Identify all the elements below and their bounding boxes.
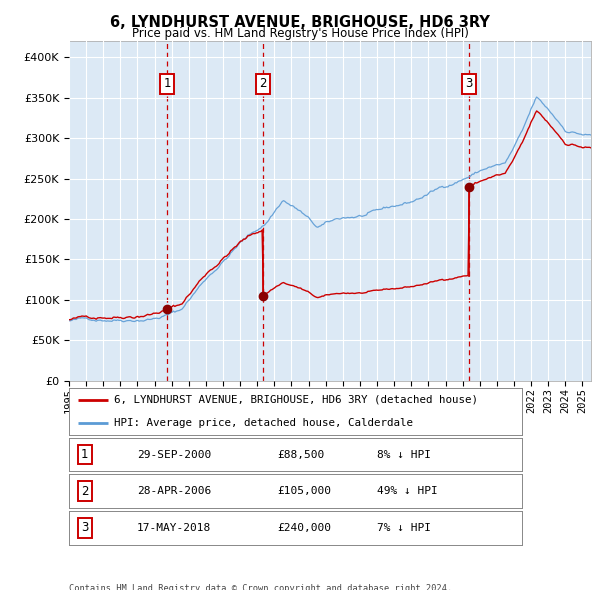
Text: 2: 2 <box>259 77 266 90</box>
Text: 1: 1 <box>164 77 171 90</box>
Text: 3: 3 <box>466 77 473 90</box>
Text: HPI: Average price, detached house, Calderdale: HPI: Average price, detached house, Cald… <box>115 418 413 428</box>
Text: 8% ↓ HPI: 8% ↓ HPI <box>377 450 431 460</box>
Text: 7% ↓ HPI: 7% ↓ HPI <box>377 523 431 533</box>
Text: 17-MAY-2018: 17-MAY-2018 <box>137 523 211 533</box>
Text: 6, LYNDHURST AVENUE, BRIGHOUSE, HD6 3RY (detached house): 6, LYNDHURST AVENUE, BRIGHOUSE, HD6 3RY … <box>115 395 478 405</box>
Text: 6, LYNDHURST AVENUE, BRIGHOUSE, HD6 3RY: 6, LYNDHURST AVENUE, BRIGHOUSE, HD6 3RY <box>110 15 490 30</box>
Text: 29-SEP-2000: 29-SEP-2000 <box>137 450 211 460</box>
Text: £88,500: £88,500 <box>277 450 325 460</box>
Text: 1: 1 <box>81 448 89 461</box>
Text: 28-APR-2006: 28-APR-2006 <box>137 486 211 496</box>
Text: 2: 2 <box>81 484 89 498</box>
Text: £240,000: £240,000 <box>277 523 331 533</box>
Text: 3: 3 <box>81 521 89 535</box>
Text: £105,000: £105,000 <box>277 486 331 496</box>
Text: Contains HM Land Registry data © Crown copyright and database right 2024.: Contains HM Land Registry data © Crown c… <box>69 584 452 590</box>
Text: 49% ↓ HPI: 49% ↓ HPI <box>377 486 438 496</box>
Text: Price paid vs. HM Land Registry's House Price Index (HPI): Price paid vs. HM Land Registry's House … <box>131 27 469 40</box>
